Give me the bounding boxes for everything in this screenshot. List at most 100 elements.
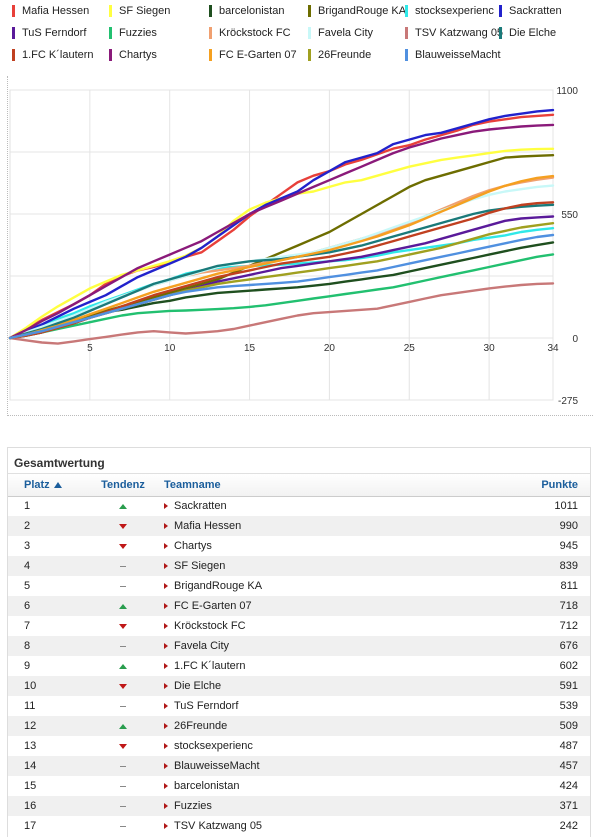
team-name[interactable]: Favela City: [174, 640, 230, 652]
expand-arrow-icon[interactable]: [164, 503, 168, 510]
expand-arrow-icon[interactable]: [164, 623, 168, 630]
legend-item[interactable]: Sackratten: [487, 1, 562, 21]
legend-label: 1.FC K´lautern: [22, 49, 94, 61]
team-name[interactable]: BlauweisseMacht: [174, 760, 260, 772]
expand-arrow-icon[interactable]: [164, 563, 168, 570]
legend-item[interactable]: BlauweisseMacht: [393, 45, 501, 65]
expand-arrow-icon[interactable]: [164, 523, 168, 530]
trend-cell: [84, 656, 162, 676]
expand-arrow-icon[interactable]: [164, 603, 168, 610]
table-row[interactable]: 2 Mafia Hessen 990: [8, 516, 590, 536]
expand-arrow-icon[interactable]: [164, 583, 168, 590]
trend-cell: [84, 596, 162, 616]
team-name[interactable]: Die Elche: [174, 680, 222, 692]
team-name[interactable]: 26Freunde: [174, 720, 228, 732]
team-name[interactable]: SF Siegen: [174, 560, 226, 572]
table-row[interactable]: 9 1.FC K´lautern 602: [8, 656, 590, 676]
legend-label: barcelonistan: [219, 5, 285, 17]
table-row[interactable]: 17 TSV Katzwang 05 242: [8, 816, 590, 836]
x-tick-label: 10: [164, 343, 176, 354]
team-name[interactable]: stocksexperienc: [174, 740, 253, 752]
team-name[interactable]: TSV Katzwang 05: [174, 820, 263, 832]
table-row[interactable]: 1 Sackratten 1011: [8, 496, 590, 516]
rank-cell: 12: [24, 720, 37, 732]
team-name[interactable]: Chartys: [174, 540, 212, 552]
y-tick-label: 0: [572, 334, 578, 345]
expand-arrow-icon[interactable]: [164, 783, 168, 790]
legend-item[interactable]: Kröckstock FC: [197, 23, 291, 43]
team-cell: stocksexperienc: [162, 736, 510, 756]
trend-same-icon: [120, 805, 126, 807]
points-cell: 945: [559, 540, 578, 552]
team-name[interactable]: BrigandRouge KA: [174, 580, 263, 592]
standings-table: Platz Tendenz Teamname Punkte 1 Sackratte…: [8, 474, 590, 836]
table-row[interactable]: 6 FC E-Garten 07 718: [8, 596, 590, 616]
legend-item[interactable]: TSV Katzwang 05: [393, 23, 503, 43]
legend-item[interactable]: SF Siegen: [97, 1, 170, 21]
table-row[interactable]: 15 barcelonistan 424: [8, 776, 590, 796]
legend-swatch: [499, 27, 502, 39]
legend-label: FC E-Garten 07: [219, 49, 297, 61]
expand-arrow-icon[interactable]: [164, 743, 168, 750]
legend-item[interactable]: FC E-Garten 07: [197, 45, 297, 65]
points-cell: 839: [559, 560, 578, 572]
header-platz[interactable]: Platz: [8, 474, 84, 497]
legend-item[interactable]: Favela City: [296, 23, 373, 43]
legend-item[interactable]: 1.FC K´lautern: [0, 45, 94, 65]
table-row[interactable]: 11 TuS Ferndorf 539: [8, 696, 590, 716]
expand-arrow-icon[interactable]: [164, 683, 168, 690]
expand-arrow-icon[interactable]: [164, 803, 168, 810]
table-row[interactable]: 16 Fuzzies 371: [8, 796, 590, 816]
table-row[interactable]: 4 SF Siegen 839: [8, 556, 590, 576]
rank-cell: 3: [24, 540, 31, 552]
legend-label: Favela City: [318, 27, 374, 39]
header-punkte[interactable]: Punkte: [510, 474, 590, 497]
x-tick-label: 20: [324, 343, 336, 354]
table-row[interactable]: 5 BrigandRouge KA 811: [8, 576, 590, 596]
legend-label: Sackratten: [509, 5, 562, 17]
expand-arrow-icon[interactable]: [164, 543, 168, 550]
team-name[interactable]: Kröckstock FC: [174, 620, 246, 632]
legend-item[interactable]: 26Freunde: [296, 45, 371, 65]
legend-item[interactable]: stocksexperienc: [393, 1, 494, 21]
expand-arrow-icon[interactable]: [164, 823, 168, 830]
header-teamname[interactable]: Teamname: [162, 474, 510, 497]
legend-item[interactable]: BrigandRouge KA: [296, 1, 406, 21]
legend-item[interactable]: TuS Ferndorf: [0, 23, 86, 43]
team-name[interactable]: Fuzzies: [174, 800, 212, 812]
table-row[interactable]: 3 Chartys 945: [8, 536, 590, 556]
points-cell: 602: [559, 660, 578, 672]
x-tick-label: 30: [484, 343, 496, 354]
legend-item[interactable]: Chartys: [97, 45, 157, 65]
rank-cell: 7: [24, 620, 31, 632]
team-name[interactable]: FC E-Garten 07: [174, 600, 252, 612]
legend-label: Fuzzies: [119, 27, 157, 39]
expand-arrow-icon[interactable]: [164, 643, 168, 650]
legend-item[interactable]: Mafia Hessen: [0, 1, 89, 21]
expand-arrow-icon[interactable]: [164, 763, 168, 770]
table-row[interactable]: 7 Kröckstock FC 712: [8, 616, 590, 636]
team-name[interactable]: TuS Ferndorf: [174, 700, 239, 712]
table-row[interactable]: 10 Die Elche 591: [8, 676, 590, 696]
legend-item[interactable]: Die Elche: [487, 23, 556, 43]
expand-arrow-icon[interactable]: [164, 663, 168, 670]
expand-arrow-icon[interactable]: [164, 723, 168, 730]
table-row[interactable]: 13 stocksexperienc 487: [8, 736, 590, 756]
header-tendenz[interactable]: Tendenz: [84, 474, 162, 497]
team-name[interactable]: Sackratten: [174, 500, 227, 513]
team-name[interactable]: barcelonistan: [174, 780, 240, 792]
trend-cell: [84, 556, 162, 576]
legend-item[interactable]: Fuzzies: [97, 23, 157, 43]
trend-same-icon: [120, 825, 126, 827]
points-cell: 509: [559, 720, 578, 732]
table-row[interactable]: 8 Favela City 676: [8, 636, 590, 656]
legend-item[interactable]: barcelonistan: [197, 1, 284, 21]
legend-swatch: [109, 49, 112, 61]
table-row[interactable]: 12 26Freunde 509: [8, 716, 590, 736]
team-name[interactable]: Mafia Hessen: [174, 520, 242, 532]
points-cell: 591: [559, 680, 578, 692]
team-name[interactable]: 1.FC K´lautern: [174, 660, 246, 672]
expand-arrow-icon[interactable]: [164, 703, 168, 710]
table-row[interactable]: 14 BlauweisseMacht 457: [8, 756, 590, 776]
trend-up-icon: [119, 604, 127, 609]
